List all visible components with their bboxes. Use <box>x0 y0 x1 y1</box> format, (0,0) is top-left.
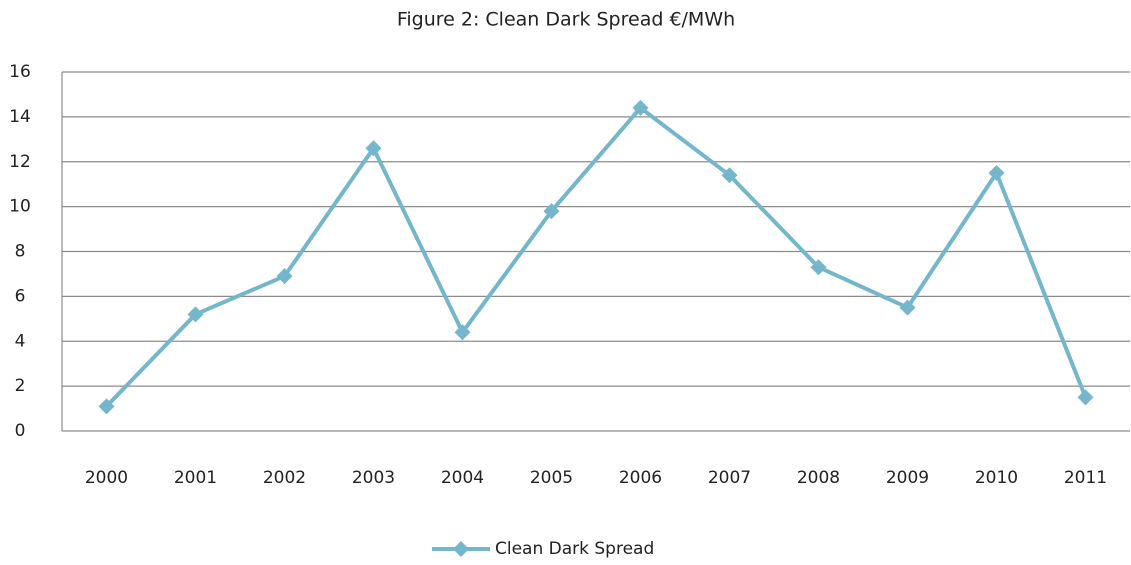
x-tick-label: 2011 <box>1064 468 1107 488</box>
chart-title: Figure 2: Clean Dark Spread €/MWh <box>397 9 735 31</box>
x-tick-label: 2000 <box>85 468 128 488</box>
point-marker <box>543 203 560 220</box>
point-marker <box>98 398 115 415</box>
point-marker <box>721 167 738 184</box>
x-tick-label: 2006 <box>619 468 662 488</box>
legend-label: Clean Dark Spread <box>495 539 654 559</box>
y-tick-label: 2 <box>15 376 26 396</box>
x-tick-label: 2001 <box>174 468 217 488</box>
x-tick-label: 2003 <box>352 468 395 488</box>
x-tick-label: 2002 <box>263 468 306 488</box>
y-tick-label: 12 <box>9 152 31 172</box>
x-tick-label: 2004 <box>441 468 484 488</box>
y-tick-label: 16 <box>9 62 31 82</box>
y-tick-label: 4 <box>15 331 26 351</box>
point-marker <box>632 99 649 116</box>
x-tick-label: 2005 <box>530 468 573 488</box>
y-tick-label: 14 <box>9 107 31 127</box>
y-tick-label: 0 <box>15 421 26 441</box>
x-tick-label: 2007 <box>708 468 751 488</box>
legend-marker <box>453 541 469 557</box>
series-line <box>105 105 1088 408</box>
point-marker <box>276 268 293 285</box>
x-tick-label: 2008 <box>797 468 840 488</box>
y-tick-label: 8 <box>15 242 26 262</box>
point-marker <box>454 324 471 341</box>
point-marker <box>899 299 916 316</box>
x-tick-label: 2010 <box>975 468 1018 488</box>
point-marker <box>187 306 204 323</box>
y-tick-label: 6 <box>15 286 26 306</box>
point-marker <box>1077 389 1094 406</box>
x-tick-label: 2009 <box>886 468 929 488</box>
point-marker <box>988 164 1005 181</box>
point-marker <box>365 140 382 157</box>
y-tick-label: 10 <box>9 197 31 217</box>
point-marker <box>810 259 827 276</box>
